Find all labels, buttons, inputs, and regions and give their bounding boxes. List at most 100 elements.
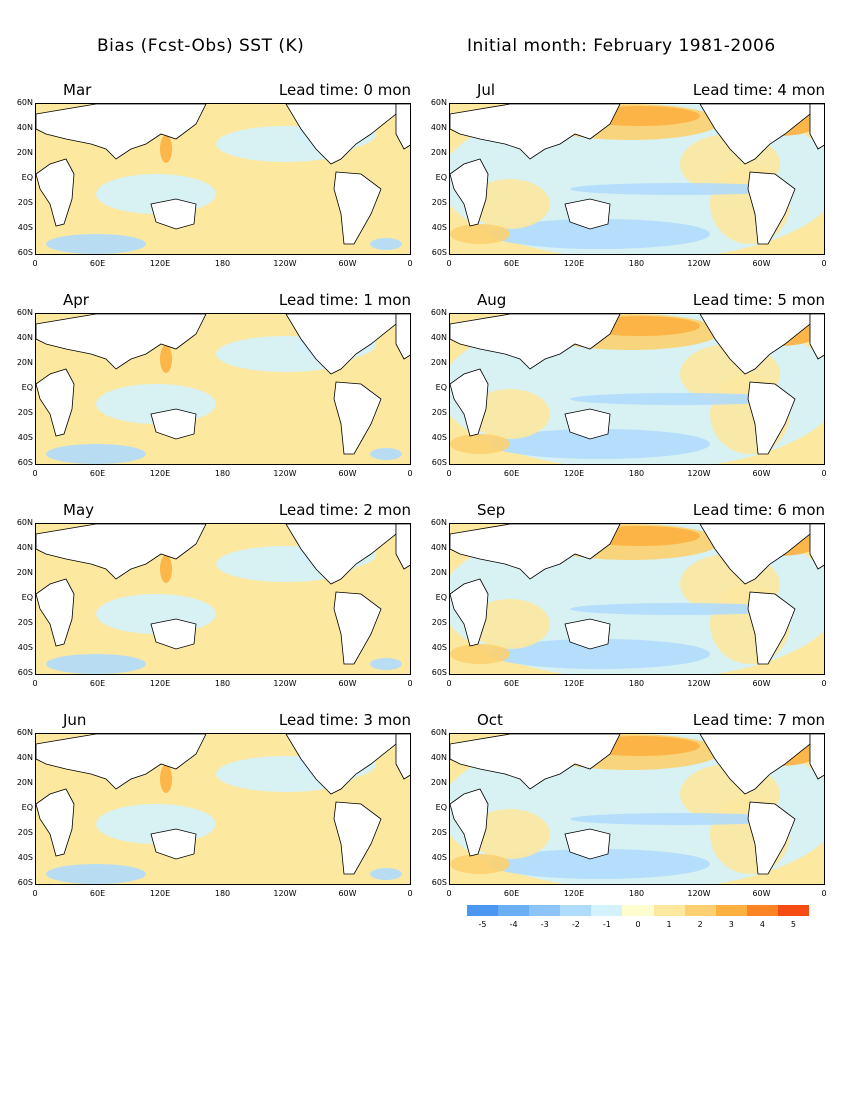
continent-outline [450,158,489,227]
bias-region [490,429,710,459]
continent-outline [450,314,621,370]
colorbar-tick-label: 0 [635,920,641,929]
colorbar-tick-label: 4 [759,920,765,929]
continent-outline [450,524,621,580]
longitude-tick-label: 180 [214,469,231,478]
continent-outline [150,618,197,650]
longitude-tick-label: 120E [149,469,171,478]
bias-region [370,868,402,880]
continent-outline [747,381,796,455]
longitude-tick-label: 0 [32,679,38,688]
longitude-tick-label: 120E [563,679,585,688]
latitude-tick-label: EQ [435,383,447,392]
colorbar-swatch [467,905,499,916]
longitude-tick-label: 0 [407,679,413,688]
latitude-tick-label: 60S [17,668,33,677]
latitude-tick-label: 60N [16,98,33,107]
longitude-tick-label: 60E [89,889,106,898]
continent-outline [450,788,489,857]
latitude-tick-label: 40N [430,753,447,762]
bias-region [166,632,326,656]
colorbar-tick-label: 2 [697,920,703,929]
map-panel: Oct Lead time: 7 mon 60N 40N 20N EQ 20S 40S 60S 0… [431,711,850,933]
longitude-tick-label: 0 [446,889,452,898]
map-panel: Jul Lead time: 4 mon 60N 40N 20N EQ 20S 40S 60S 0… [431,81,850,303]
colorbar-swatch [529,905,561,916]
bias-region [570,813,790,825]
continent-outline [395,104,410,150]
latitude-tick-label: 40S [431,433,447,442]
map-panel: Sep Lead time: 6 mon 60N 40N 20N EQ 20S 40S 60S 0… [431,501,850,723]
latitude-tick-label: EQ [435,173,447,182]
bias-region [490,219,710,249]
bias-region [370,658,402,670]
continent-outline [564,618,611,650]
bias-region [166,422,326,446]
bias-region [160,345,172,373]
continent-outline [36,788,75,857]
map-panel: May Lead time: 2 mon 60N 40N 20N EQ 20S 40S 60S 0… [17,501,455,723]
latitude-tick-label: EQ [21,803,33,812]
continent-outline [450,104,621,160]
panel-lead-time-label: Lead time: 2 mon [278,501,411,519]
latitude-tick-label: 20S [17,198,33,207]
longitude-tick-label: 0 [821,889,827,898]
longitude-tick-label: 60W [338,889,357,898]
bias-region [160,555,172,583]
longitude-tick-label: 0 [821,259,827,268]
latitude-tick-label: 40S [17,643,33,652]
latitude-tick-label: 60S [431,878,447,887]
longitude-tick-label: 0 [446,679,452,688]
sst-bias-map [449,733,825,885]
longitude-tick-label: 60E [503,889,520,898]
latitude-tick-label: 20S [431,198,447,207]
latitude-tick-label: 40N [16,333,33,342]
bias-region [450,224,510,244]
longitude-tick-label: 60W [752,889,771,898]
bias-region [46,444,146,464]
latitude-tick-label: 20N [430,358,447,367]
longitude-tick-label: 120W [687,469,711,478]
bias-region [450,434,510,454]
continent-outline [450,368,489,437]
continent-outline [395,314,410,360]
continent-outline [150,828,197,860]
map-panel: Aug Lead time: 5 mon 60N 40N 20N EQ 20S 40S 60S 0… [431,291,850,513]
bias-region [370,238,402,250]
continent-outline [564,198,611,230]
latitude-tick-label: EQ [21,593,33,602]
continent-outline [36,734,207,790]
continent-outline [36,578,75,647]
latitude-tick-label: 40S [17,433,33,442]
continent-outline [747,801,796,875]
colorbar-swatch [777,905,809,916]
panel-lead-time-label: Lead time: 7 mon [692,711,825,729]
longitude-tick-label: 180 [628,469,645,478]
latitude-tick-label: 40N [430,543,447,552]
colorbar-swatch [746,905,778,916]
latitude-tick-label: 60S [17,248,33,257]
panel-lead-time-label: Lead time: 0 mon [278,81,411,99]
continent-outline [150,408,197,440]
latitude-tick-label: 60S [17,458,33,467]
latitude-tick-label: 20N [16,358,33,367]
map-panel: Jun Lead time: 3 mon 60N 40N 20N EQ 20S 40S 60S 0… [17,711,455,933]
continent-outline [36,524,207,580]
sst-bias-map [35,523,411,675]
longitude-tick-label: 0 [407,889,413,898]
longitude-tick-label: 60E [89,469,106,478]
longitude-tick-label: 120W [273,259,297,268]
bias-region [46,234,146,254]
colorbar-tick-label: -2 [571,920,580,929]
latitude-tick-label: 60S [431,668,447,677]
continent-outline [809,524,824,570]
sst-bias-map [35,313,411,465]
bias-region [160,765,172,793]
latitude-tick-label: 20S [17,828,33,837]
bias-region [490,639,710,669]
latitude-tick-label: 20S [17,618,33,627]
bias-region [450,854,510,874]
longitude-tick-label: 120E [563,259,585,268]
latitude-tick-label: 40S [431,853,447,862]
colorbar-swatch [498,905,530,916]
